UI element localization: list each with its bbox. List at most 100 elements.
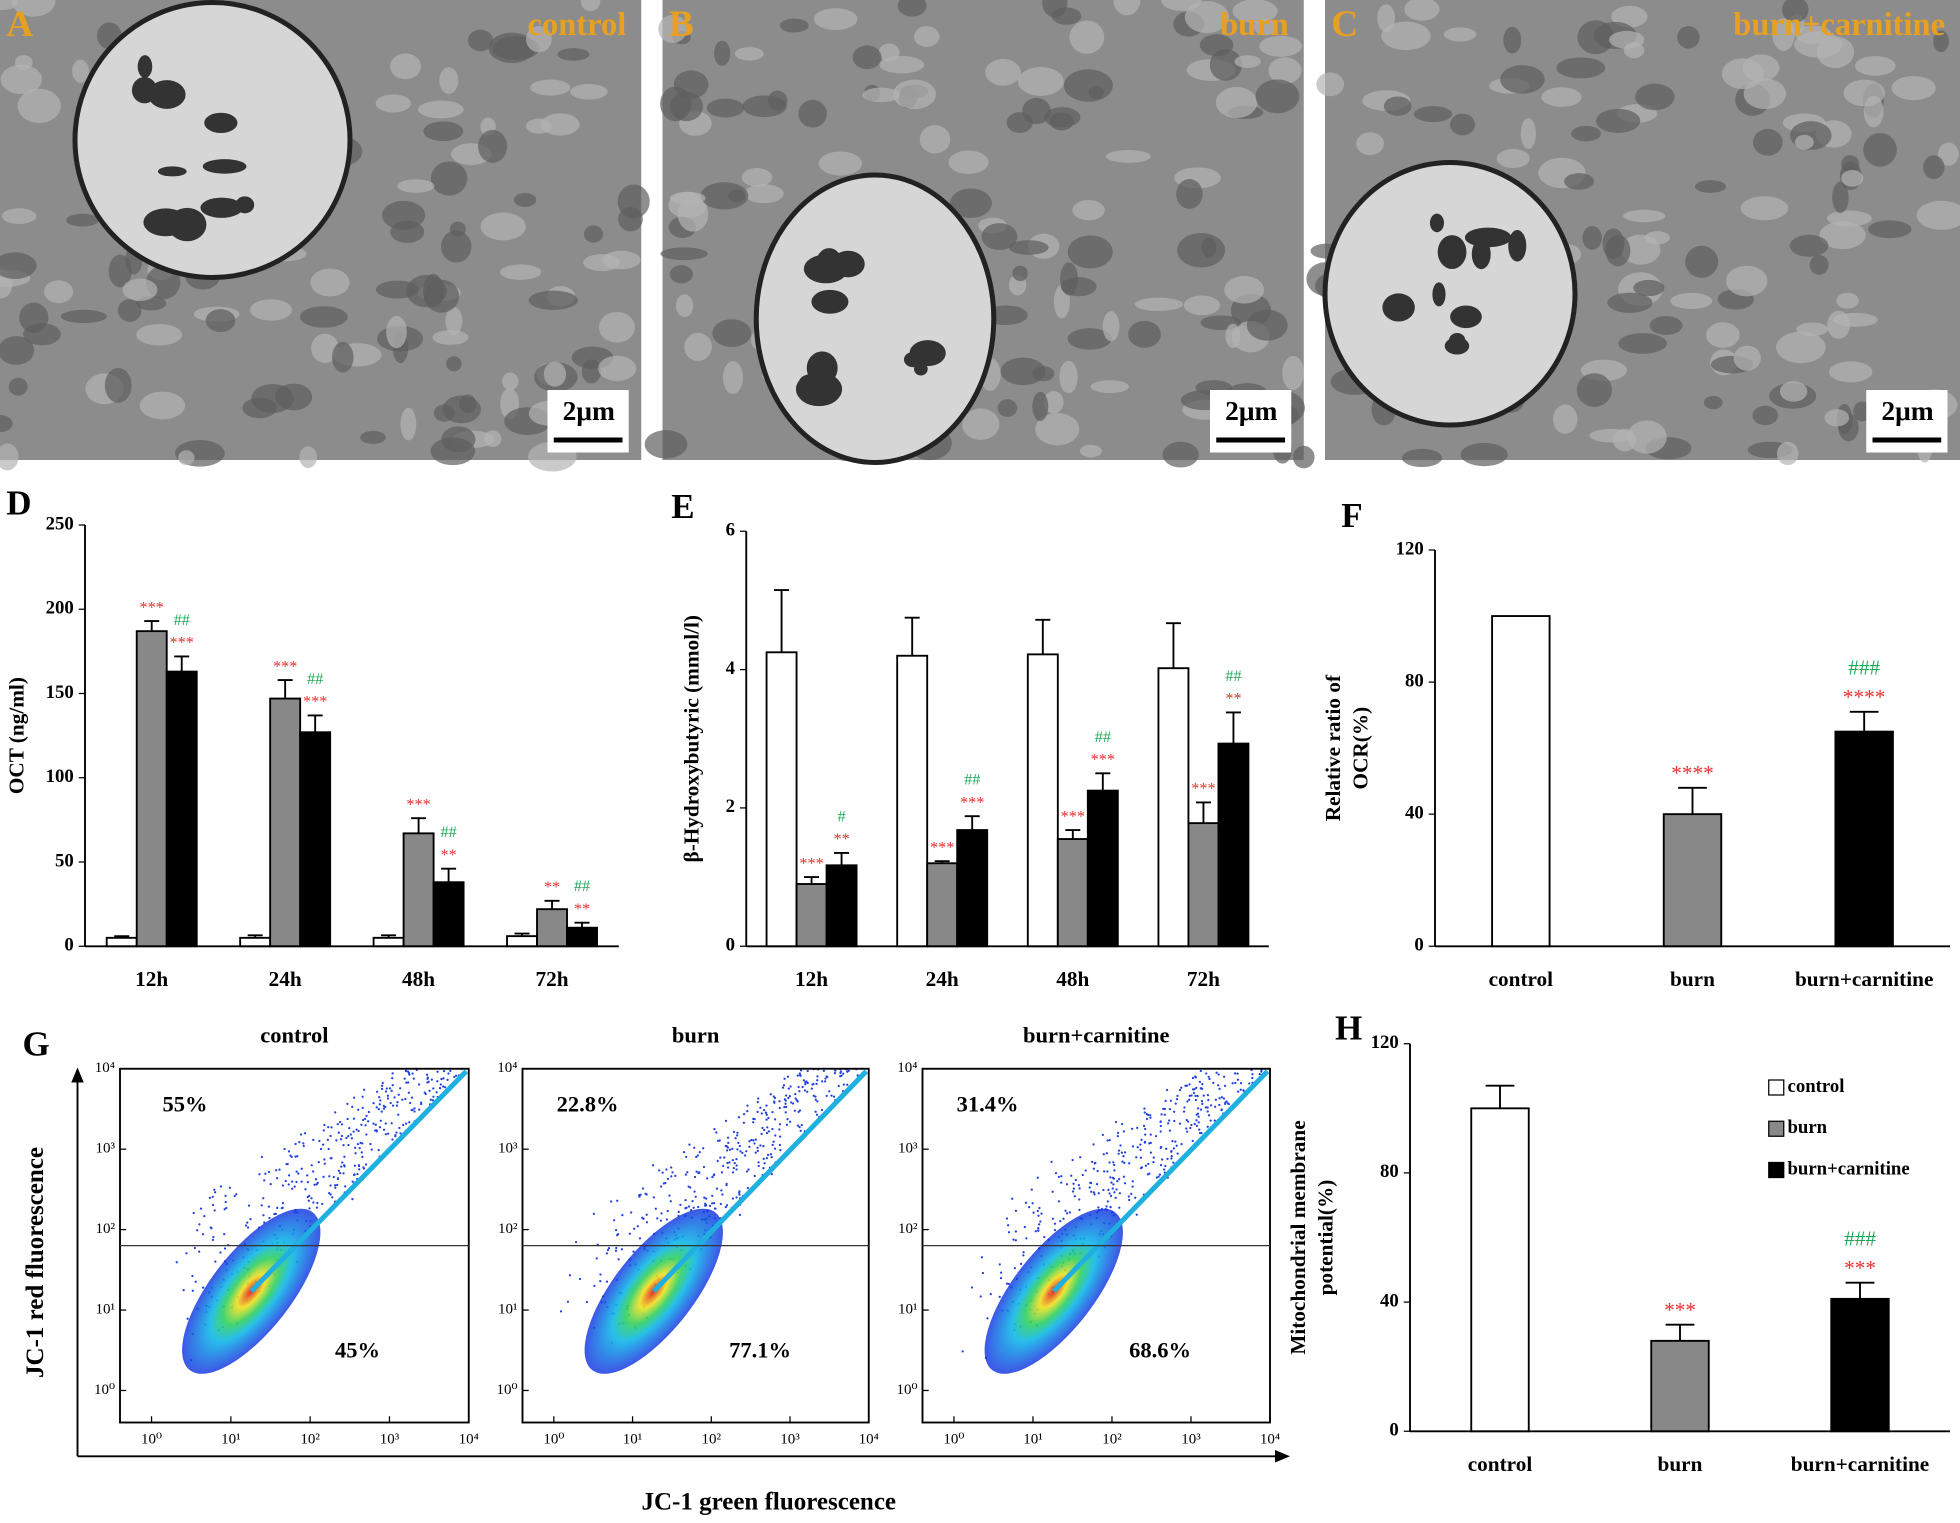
bar bbox=[1491, 615, 1551, 948]
significance: ### bbox=[1848, 655, 1880, 679]
y-tick-label: 4 bbox=[726, 658, 736, 679]
event-dot bbox=[267, 1170, 271, 1174]
event-dot bbox=[607, 1246, 611, 1250]
chromatin bbox=[204, 112, 238, 133]
event-dot bbox=[211, 1238, 214, 1241]
event-dot bbox=[263, 1221, 266, 1224]
event-dot bbox=[276, 1206, 279, 1210]
event-dot bbox=[677, 1210, 680, 1214]
event-dot bbox=[773, 1096, 777, 1100]
event-dot bbox=[342, 1172, 345, 1175]
event-dot bbox=[1236, 1078, 1240, 1081]
y-tick-label: 10² bbox=[96, 1221, 116, 1237]
event-dot bbox=[1178, 1122, 1182, 1125]
event-dot bbox=[772, 1140, 775, 1143]
event-dot bbox=[771, 1143, 774, 1147]
significance: *** bbox=[1091, 751, 1115, 769]
event-dot bbox=[725, 1149, 729, 1152]
organelle bbox=[1043, 390, 1064, 414]
event-dot bbox=[698, 1150, 701, 1154]
bar bbox=[825, 864, 858, 948]
organelle bbox=[397, 179, 435, 193]
event-dot bbox=[333, 1184, 337, 1187]
event-dot bbox=[765, 1131, 769, 1135]
event-dot bbox=[1012, 1238, 1015, 1241]
event-dot bbox=[1188, 1094, 1191, 1097]
event-dot bbox=[712, 1201, 716, 1205]
event-dot bbox=[698, 1171, 701, 1174]
event-dot bbox=[191, 1274, 194, 1278]
event-dot bbox=[797, 1085, 800, 1089]
event-dot bbox=[738, 1190, 741, 1193]
event-dot bbox=[1178, 1088, 1182, 1092]
organelle bbox=[23, 323, 61, 346]
x-tick-label: 10⁰ bbox=[141, 1431, 162, 1447]
event-dot bbox=[391, 1138, 394, 1141]
panel-label: burn bbox=[1220, 7, 1289, 43]
event-dot bbox=[198, 1250, 201, 1253]
event-dot bbox=[337, 1131, 340, 1134]
event-dot bbox=[724, 1119, 728, 1122]
y-axis-label: OCT (ng/ml) bbox=[5, 677, 29, 794]
organelle bbox=[526, 25, 552, 53]
event-dot bbox=[1097, 1206, 1100, 1209]
event-dot bbox=[198, 1223, 201, 1226]
organelle bbox=[981, 223, 1018, 251]
event-dot bbox=[1174, 1102, 1177, 1105]
event-dot bbox=[682, 1151, 686, 1154]
event-dot bbox=[1050, 1160, 1053, 1164]
x-tick-label: 10⁴ bbox=[459, 1431, 479, 1447]
event-dot bbox=[810, 1087, 814, 1090]
organelle bbox=[311, 333, 339, 363]
event-dot bbox=[1165, 1147, 1168, 1150]
bar bbox=[299, 731, 332, 948]
legend-swatch bbox=[1768, 1079, 1785, 1096]
event-dot bbox=[1120, 1122, 1124, 1126]
event-dot bbox=[219, 1251, 222, 1254]
event-dot bbox=[784, 1111, 787, 1114]
event-dot bbox=[1149, 1151, 1153, 1154]
chromatin bbox=[1437, 235, 1467, 269]
organelle bbox=[1404, 0, 1440, 21]
event-dot bbox=[769, 1093, 772, 1096]
y-tick-label: 10¹ bbox=[898, 1301, 917, 1317]
x-tick-label: 10¹ bbox=[221, 1431, 241, 1447]
event-dot bbox=[1163, 1168, 1166, 1171]
event-dot bbox=[1196, 1107, 1200, 1110]
event-dot bbox=[208, 1196, 212, 1199]
event-dot bbox=[1118, 1206, 1121, 1209]
organelle bbox=[962, 408, 1000, 440]
event-dot bbox=[322, 1129, 325, 1132]
panel-label: burn+carnitine bbox=[1733, 7, 1945, 43]
event-dot bbox=[330, 1126, 333, 1129]
event-dot bbox=[1036, 1209, 1039, 1213]
event-dot bbox=[1182, 1110, 1186, 1113]
event-dot bbox=[1159, 1130, 1162, 1133]
event-dot bbox=[566, 1300, 570, 1303]
event-dot bbox=[1236, 1072, 1239, 1075]
event-dot bbox=[787, 1087, 790, 1090]
event-dot bbox=[267, 1205, 271, 1208]
event-dot bbox=[404, 1097, 407, 1101]
event-dot bbox=[684, 1173, 688, 1176]
event-dot bbox=[295, 1180, 298, 1184]
organelle bbox=[722, 361, 743, 395]
event-dot bbox=[214, 1260, 217, 1263]
organelle bbox=[1868, 220, 1912, 239]
significance: *** bbox=[799, 854, 823, 872]
event-dot bbox=[711, 1194, 714, 1198]
event-dot bbox=[407, 1091, 410, 1094]
error-bar bbox=[834, 851, 850, 866]
event-dot bbox=[372, 1101, 375, 1105]
event-dot bbox=[804, 1081, 807, 1084]
error-bar bbox=[1485, 1084, 1515, 1109]
event-dot bbox=[778, 1143, 782, 1147]
organelle bbox=[1742, 54, 1780, 82]
event-dot bbox=[1109, 1205, 1112, 1209]
event-dot bbox=[202, 1286, 205, 1289]
event-dot bbox=[585, 1300, 589, 1304]
event-dot bbox=[401, 1098, 404, 1101]
organelle bbox=[1733, 345, 1761, 371]
event-dot bbox=[568, 1274, 572, 1277]
event-dot bbox=[1207, 1098, 1210, 1102]
